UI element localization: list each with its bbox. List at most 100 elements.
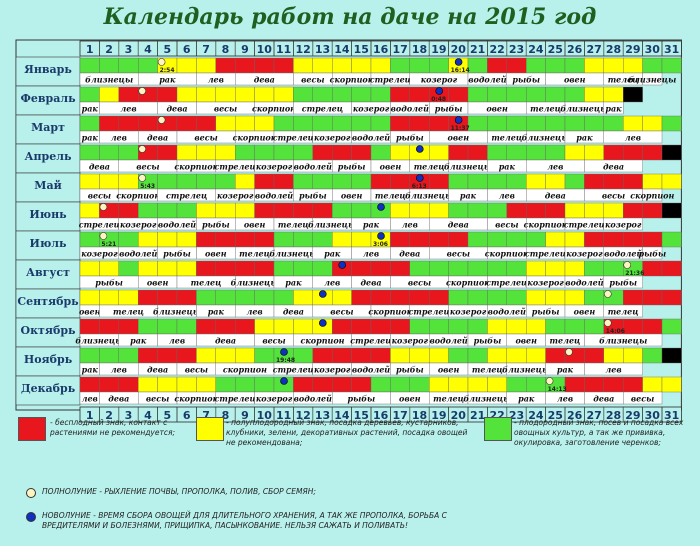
day-cell bbox=[603, 347, 624, 364]
sign-label: лев bbox=[120, 104, 136, 114]
day-cell bbox=[79, 57, 100, 74]
day-cell bbox=[79, 260, 100, 277]
sign-box bbox=[603, 130, 663, 144]
day-cell bbox=[137, 202, 158, 219]
day-cell bbox=[118, 231, 139, 248]
day-cell bbox=[234, 260, 255, 277]
day-cell bbox=[526, 260, 546, 277]
day-cell bbox=[273, 144, 294, 161]
day-cell bbox=[429, 144, 449, 161]
day-cell bbox=[157, 173, 178, 190]
day-cell bbox=[487, 173, 507, 190]
new-moon-time: 19:48 bbox=[276, 357, 295, 364]
day-cell bbox=[506, 115, 527, 132]
day-cell bbox=[273, 202, 294, 219]
day-cell bbox=[564, 115, 585, 132]
day-cell bbox=[545, 202, 566, 219]
new-moon-icon bbox=[26, 512, 36, 522]
day-cell bbox=[409, 115, 430, 132]
day-cell bbox=[545, 318, 566, 335]
sign-label: рак bbox=[159, 75, 176, 85]
day-cell bbox=[293, 347, 313, 364]
day-cell bbox=[215, 115, 236, 132]
sign-label: весы bbox=[88, 191, 111, 201]
day-cell bbox=[661, 115, 682, 132]
day-cell bbox=[390, 144, 410, 161]
day-header-label: 4 bbox=[144, 43, 152, 56]
full-moon-icon bbox=[138, 174, 146, 182]
day-cell bbox=[506, 376, 527, 393]
day-cell bbox=[99, 115, 120, 132]
day-footer-cell bbox=[661, 406, 682, 423]
day-cell bbox=[196, 115, 216, 132]
day-cell bbox=[176, 144, 197, 161]
day-cell bbox=[623, 144, 643, 161]
month-label-cell bbox=[15, 317, 81, 348]
day-cell bbox=[234, 115, 255, 132]
month-label: Июнь bbox=[29, 208, 67, 221]
new-moon-time: 11:37 bbox=[451, 125, 470, 132]
sign-label: телец bbox=[433, 394, 464, 404]
day-cell bbox=[545, 86, 566, 103]
day-cell bbox=[429, 260, 449, 277]
sign-label: рыбы bbox=[347, 394, 375, 404]
new-moon-time: 6:13 bbox=[412, 183, 427, 190]
sign-label: стрелец bbox=[166, 191, 207, 201]
day-footer-label: 10 bbox=[257, 409, 273, 422]
sign-label: овен bbox=[244, 220, 266, 230]
sign-label: рыбы bbox=[163, 249, 191, 259]
day-cell bbox=[312, 347, 333, 364]
sign-label: скорпион bbox=[174, 394, 218, 404]
full-moon-icon bbox=[138, 87, 146, 95]
day-cell bbox=[467, 376, 488, 393]
sign-label: рак bbox=[460, 191, 477, 201]
day-header-label: 6 bbox=[183, 43, 191, 56]
day-cell bbox=[429, 173, 449, 190]
day-cell bbox=[196, 347, 216, 364]
sign-label: телец bbox=[472, 365, 503, 375]
sign-label: стрелец bbox=[273, 365, 314, 375]
day-footer-label: 9 bbox=[241, 409, 249, 422]
new-moon-icon bbox=[454, 58, 463, 66]
legend-green-swatch bbox=[484, 417, 512, 441]
sign-label: рыбы bbox=[609, 278, 637, 288]
sign-label: рыбы bbox=[299, 191, 327, 201]
sign-label: рыбы bbox=[396, 133, 424, 143]
day-cell bbox=[429, 231, 449, 248]
sign-label: лев bbox=[547, 162, 563, 172]
sign-label: лев bbox=[246, 307, 262, 317]
sign-label: лев bbox=[605, 365, 621, 375]
day-cell bbox=[506, 173, 527, 190]
day-cell bbox=[448, 144, 469, 161]
day-cell bbox=[99, 260, 120, 277]
full-moon-time: 2:54 bbox=[160, 67, 175, 74]
sign-label: козерог bbox=[450, 307, 487, 317]
sign-label: овен bbox=[341, 191, 363, 201]
sign-label: телец bbox=[608, 75, 639, 85]
day-header-label: 16 bbox=[373, 43, 389, 56]
month-label-cell bbox=[15, 346, 81, 377]
day-cell bbox=[526, 376, 546, 393]
sign-label: рак bbox=[324, 249, 341, 259]
day-cell bbox=[506, 318, 527, 335]
day-cell bbox=[429, 347, 449, 364]
day-footer-label: 26 bbox=[567, 409, 583, 422]
sign-label: близнецы bbox=[75, 336, 123, 346]
day-cell bbox=[661, 173, 682, 190]
day-cell bbox=[351, 86, 372, 103]
day-cell bbox=[157, 202, 178, 219]
new-moon-icon bbox=[377, 203, 385, 211]
day-cell bbox=[293, 144, 313, 161]
day-cell bbox=[273, 173, 294, 190]
day-cell bbox=[429, 318, 449, 335]
sign-label: козерог bbox=[392, 336, 429, 346]
month-label-cell bbox=[15, 288, 81, 319]
day-cell bbox=[370, 115, 391, 132]
day-cell bbox=[584, 86, 605, 103]
sign-box bbox=[584, 333, 663, 347]
day-cell bbox=[332, 231, 352, 248]
day-cell bbox=[254, 173, 275, 190]
day-cell bbox=[603, 57, 624, 74]
day-cell bbox=[332, 144, 352, 161]
sign-label: телец bbox=[530, 104, 561, 114]
